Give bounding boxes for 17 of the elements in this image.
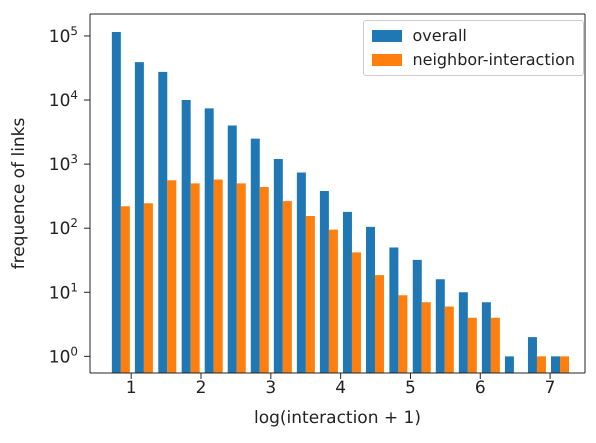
x-tick-label: 1 xyxy=(126,378,137,398)
y-tick-label: 10$^{3}$ xyxy=(48,152,78,176)
y-tick-label: 10$^{0}$ xyxy=(48,344,78,368)
x-tick-label: 7 xyxy=(544,378,556,398)
y-tick-label: 10$^{1}$ xyxy=(48,280,78,304)
x-tick-label: 2 xyxy=(196,378,206,398)
legend-label: overall xyxy=(412,25,467,47)
x-axis-title: log(interaction + 1) xyxy=(254,408,421,428)
x-tick-label: 6 xyxy=(474,378,486,398)
y-tick-label: 10$^{5}$ xyxy=(48,24,78,47)
y-tick-label: 10$^{2}$ xyxy=(48,216,78,240)
x-tick-label: 3 xyxy=(265,378,276,398)
y-tick-label: 10$^{4}$ xyxy=(48,88,78,112)
y-axis-title: frequence of links xyxy=(9,117,30,270)
x-tick-label: 5 xyxy=(405,378,416,398)
x-tick-label: 4 xyxy=(335,378,346,398)
legend-label: neighbor-interaction xyxy=(412,49,575,71)
